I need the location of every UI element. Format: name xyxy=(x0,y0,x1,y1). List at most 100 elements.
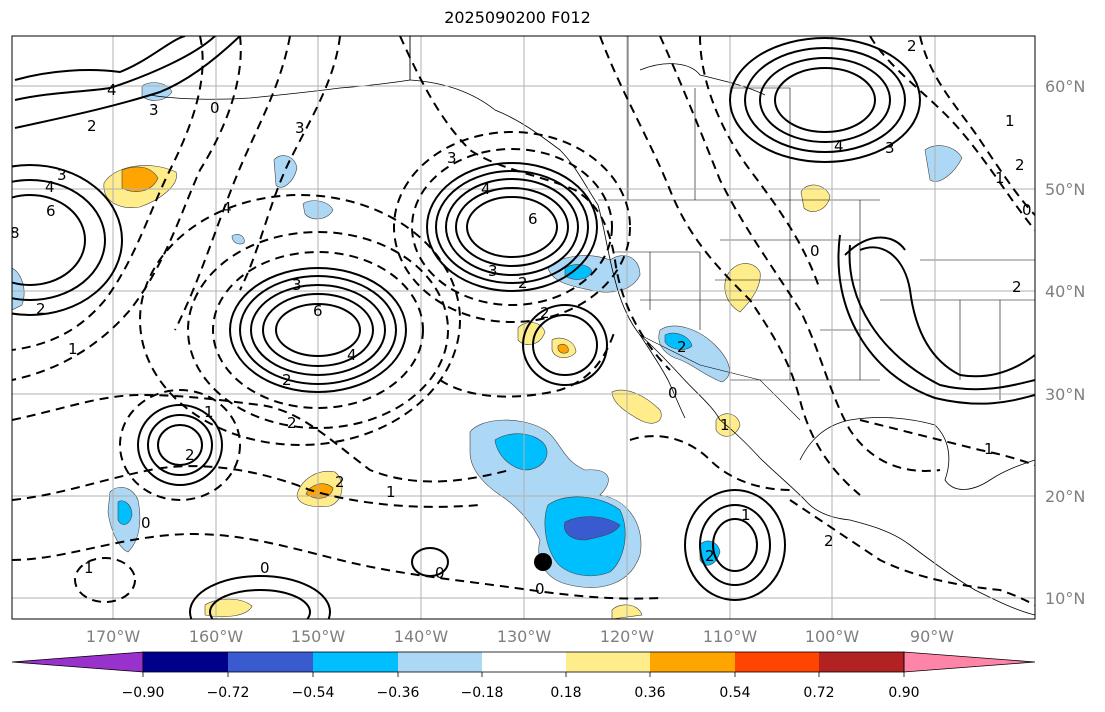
positive-contour xyxy=(14,36,186,81)
positive-anomaly-region xyxy=(557,343,569,354)
longitude-tick: 170°W xyxy=(86,627,141,646)
contour-label: 3 xyxy=(295,119,305,137)
colorbar: −0.90 −0.72 −0.54 −0.36 −0.18 0.18 0.36 … xyxy=(11,651,1036,701)
positive-contour xyxy=(744,47,906,153)
longitude-tick: 100°W xyxy=(805,627,860,646)
positive-contour xyxy=(14,36,216,101)
positive-contours xyxy=(12,36,1035,619)
positive-contour xyxy=(14,36,241,129)
positive-contour xyxy=(466,196,558,258)
colorbar-segment xyxy=(228,652,313,672)
canada-province-line xyxy=(627,36,791,200)
positive-contour xyxy=(684,489,786,601)
negative-contour xyxy=(174,36,291,331)
positive-contour xyxy=(859,246,1035,378)
contour-label: 2 xyxy=(282,371,292,389)
contour-labels: 4 3 2 0 4 3 4 6 8 2 1 3 4 3 6 2 4 3 6 2 … xyxy=(12,37,1032,598)
latitude-tick: 20°N xyxy=(1045,487,1085,506)
positive-contour xyxy=(147,414,213,476)
latitude-ticks: 60°N 50°N 40°N 30°N 20°N 10°N xyxy=(1045,77,1085,608)
contour-label: 2 xyxy=(907,37,917,55)
negative-contour xyxy=(659,36,941,472)
negative-contour xyxy=(393,131,631,323)
colorbar-segment xyxy=(313,652,398,672)
negative-contour xyxy=(919,36,1035,216)
negative-contour xyxy=(789,499,1035,606)
negative-anomaly-region xyxy=(117,500,133,525)
positive-contour xyxy=(844,236,906,256)
contour-label: 3 xyxy=(885,139,895,157)
colorbar-segment xyxy=(735,652,819,672)
negative-contour xyxy=(411,148,613,306)
contour-label: 1 xyxy=(984,440,994,458)
colorbar-segment xyxy=(819,652,904,672)
positive-contour xyxy=(435,170,589,284)
contour-label: 4 xyxy=(107,81,117,99)
contour-label: 2 xyxy=(677,338,687,356)
longitude-tick: 160°W xyxy=(189,627,244,646)
colorbar-tick-label: −0.90 xyxy=(122,685,165,701)
contour-label: 1 xyxy=(84,559,94,577)
negative-contour xyxy=(139,194,461,446)
positive-contour xyxy=(455,187,569,267)
longitude-tick: 150°W xyxy=(291,627,346,646)
positive-contour xyxy=(759,57,891,143)
contour-label: 2 xyxy=(1012,278,1022,296)
contour-label: 0 xyxy=(210,99,220,117)
colorbar-tick-label: −0.54 xyxy=(292,685,335,701)
contour-label: 3 xyxy=(488,262,498,280)
colorbar-tick-label: 0.90 xyxy=(888,685,919,701)
contour-label: 0 xyxy=(810,242,820,260)
longitude-ticks: 170°W 160°W 150°W 140°W 130°W 120°W 110°… xyxy=(86,627,954,646)
shaded-anomalies xyxy=(12,82,963,619)
positive-contour xyxy=(712,518,758,572)
negative-contour xyxy=(699,36,821,291)
contour-label: 4 xyxy=(347,346,357,364)
contour-label: 6 xyxy=(46,202,56,220)
positive-contour xyxy=(229,267,407,393)
negative-contour xyxy=(12,393,511,483)
positive-contour xyxy=(729,37,921,163)
negative-contour xyxy=(12,465,481,508)
map-title: 2025090200 F012 xyxy=(444,8,591,27)
contour-label: 0 xyxy=(668,384,678,402)
colorbar-extension-low xyxy=(11,651,144,673)
contour-label: 2 xyxy=(518,274,528,292)
positive-anomaly-region xyxy=(611,389,662,424)
positive-contour xyxy=(12,194,86,286)
positive-anomaly-region xyxy=(800,184,831,212)
contour-label: 1 xyxy=(741,506,751,524)
negative-contour xyxy=(869,36,1035,231)
colorbar-tick-label: −0.36 xyxy=(377,685,420,701)
contour-label: 2 xyxy=(36,300,46,318)
contour-label: 2 xyxy=(87,117,97,135)
contour-label: 1 xyxy=(1005,112,1015,130)
contour-label: 2 xyxy=(287,414,297,432)
positive-contour xyxy=(250,284,386,376)
colorbar-tick-label: 0.72 xyxy=(803,685,834,701)
contour-label: 1 xyxy=(68,340,78,358)
negative-contour xyxy=(239,36,341,291)
negative-anomaly-region xyxy=(494,433,548,471)
negative-contour xyxy=(12,36,242,381)
positive-contour xyxy=(532,314,598,376)
latitude-tick: 50°N xyxy=(1045,180,1085,199)
contour-label: 4 xyxy=(481,180,491,198)
positive-anomaly-region xyxy=(121,166,159,192)
longitude-tick: 140°W xyxy=(394,627,449,646)
contour-label: 2 xyxy=(705,547,715,565)
us-state-lines xyxy=(615,200,1035,400)
positive-contour xyxy=(189,575,331,619)
contour-label: 1 xyxy=(720,416,730,434)
contour-label: 0 xyxy=(435,564,445,582)
hudson-coastline xyxy=(639,63,766,96)
contour-label: 2 xyxy=(540,304,550,322)
longitude-tick: 110°W xyxy=(703,627,758,646)
negative-anomaly-region xyxy=(547,255,641,293)
positive-contour xyxy=(699,504,771,586)
north-america-coastline xyxy=(409,36,1035,616)
positive-contour xyxy=(239,275,397,385)
colorbar-segment xyxy=(482,652,566,672)
positive-contour xyxy=(12,164,123,316)
